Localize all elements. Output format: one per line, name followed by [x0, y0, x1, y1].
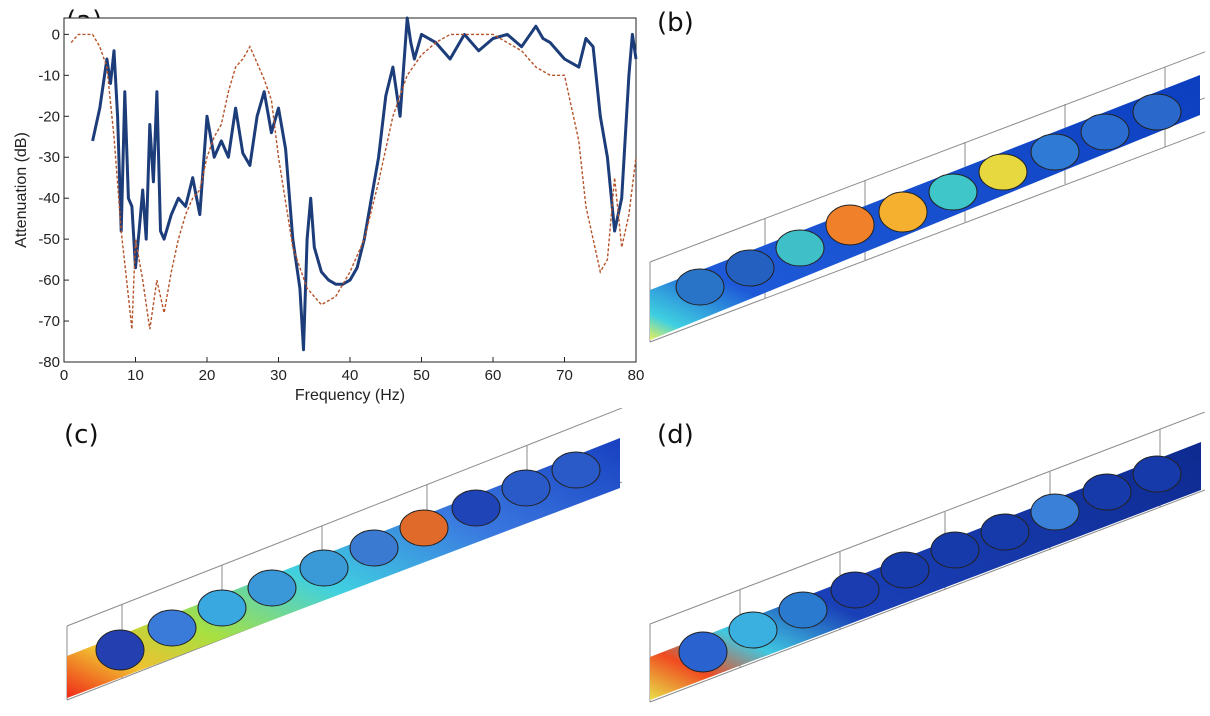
resonator-group [95, 451, 601, 671]
simulation-panel-d [649, 412, 1205, 703]
x-tick-label: 30 [270, 367, 287, 384]
x-tick-label: 80 [628, 367, 645, 384]
x-tick-label: 10 [127, 367, 144, 384]
y-tick-label: -30 [38, 149, 60, 166]
attenuation-chart: 0 10 20 30 40 50 60 70 80 0 -10 -20 -30 -40 -50 -60 -70… [13, 16, 645, 404]
series-line-simulated [70, 33, 637, 330]
x-axis-title: Frequency (Hz) [295, 387, 405, 404]
y-tick-label: -20 [38, 108, 60, 125]
series-group [70, 16, 638, 352]
y-tick-label: -70 [38, 313, 60, 330]
x-tick-label: 0 [60, 367, 68, 384]
y-tick-label: -10 [38, 67, 60, 84]
y-tick-label: -60 [38, 272, 60, 289]
x-axis-ticks: 0 10 20 30 40 50 60 70 80 [60, 357, 645, 384]
x-tick-label: 20 [199, 367, 216, 384]
simulation-panel-b [649, 51, 1205, 343]
y-axis-ticks: 0 -10 -20 -30 -40 -50 -60 -70 -80 [38, 26, 69, 371]
resonator-group [678, 455, 1182, 673]
simulation-panel-c [66, 408, 622, 701]
plot-area [63, 17, 637, 363]
resonator-group [675, 93, 1182, 306]
y-tick-label: 0 [52, 26, 60, 43]
y-tick-label: -50 [38, 231, 60, 248]
x-tick-label: 70 [556, 367, 573, 384]
y-axis-title: Attenuation (dB) [13, 132, 30, 248]
x-tick-label: 40 [342, 367, 359, 384]
panel-label-c: (c) [64, 420, 99, 450]
y-tick-label: -80 [38, 354, 60, 371]
panel-label-d: (d) [657, 420, 694, 450]
x-tick-label: 60 [485, 367, 502, 384]
panel-label-b: (b) [657, 8, 694, 38]
y-tick-label: -40 [38, 190, 60, 207]
series-line-measured [91, 16, 638, 352]
x-tick-label: 50 [413, 367, 430, 384]
